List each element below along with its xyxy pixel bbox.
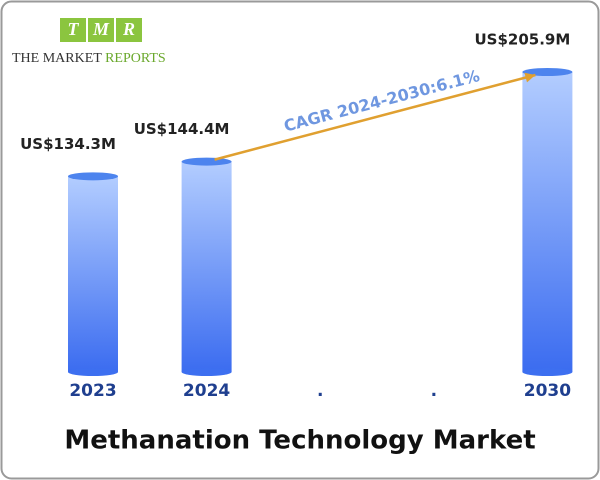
x-tick-label: 2023: [69, 381, 116, 401]
x-tick-label: 2030: [524, 381, 571, 401]
x-tick-label: .: [431, 381, 437, 401]
chart-title: Methanation Technology Market: [64, 426, 535, 456]
logo: T M R THE MARKET REPORTS: [12, 18, 166, 66]
logo-letter: T: [68, 19, 80, 39]
bar-base: [68, 368, 118, 376]
logo-letter: M: [92, 19, 110, 39]
logo-name-green: REPORTS: [105, 51, 166, 66]
bar-base: [181, 368, 232, 376]
logo-name-dark: THE MARKET: [12, 51, 102, 66]
x-tick-label: .: [317, 381, 323, 401]
x-tick-label: 2024: [183, 381, 230, 401]
logo-box: [116, 18, 142, 42]
bar-base: [522, 368, 573, 376]
logo-name: THE MARKET REPORTS: [12, 51, 166, 66]
bar-top: [68, 172, 118, 181]
bar: [68, 176, 118, 372]
bar: [522, 72, 573, 372]
value-label: US$134.3M: [20, 135, 116, 153]
value-label: US$205.9M: [475, 31, 571, 49]
cagr-arrowhead: [524, 72, 536, 83]
bar: [181, 161, 232, 372]
cagr-arrow: [214, 73, 536, 161]
logo-letter: R: [122, 19, 135, 39]
bar-top: [181, 157, 232, 166]
value-label: US$144.4M: [134, 120, 230, 138]
logo-box: [60, 18, 86, 42]
logo-box: [88, 18, 114, 42]
